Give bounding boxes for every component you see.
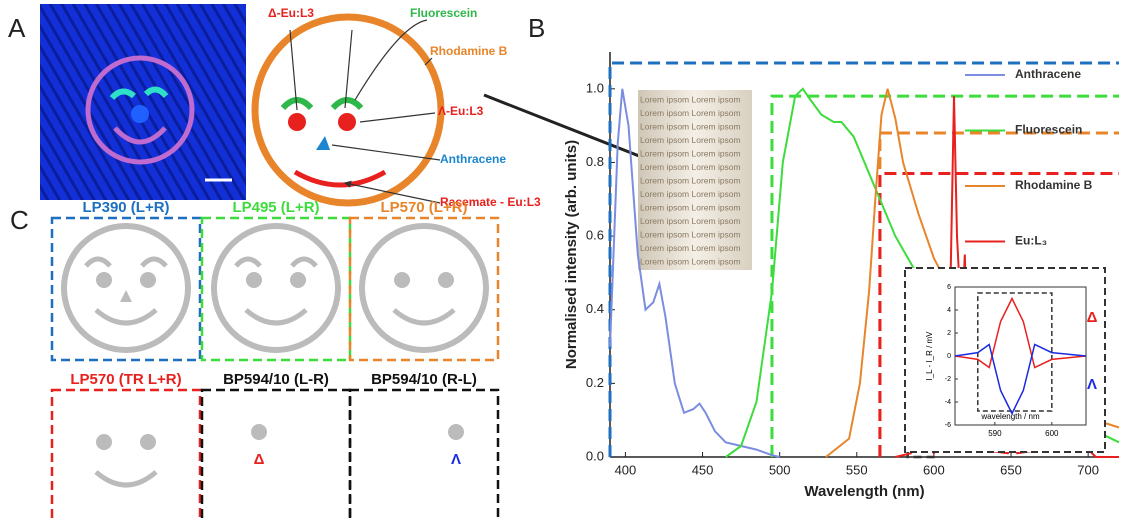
face-outline [61, 223, 191, 353]
inset-frame [904, 267, 1106, 453]
symbol: Λ [1087, 376, 1097, 393]
symbol: Λ [451, 451, 461, 468]
diagram-label: Fluorescein [410, 6, 477, 20]
legend-label: Fluorescein [1015, 123, 1082, 137]
filter-box [200, 388, 352, 521]
inset-y-tick-label: -4 [945, 399, 951, 406]
photo-text: Lorem ipsom Lorem ipsom [640, 256, 741, 266]
box-title: LP495 (L+R) [232, 199, 319, 216]
diagram-label: Rhodamine B [430, 44, 508, 58]
symbol: Δ [1087, 309, 1098, 326]
y-tick-label: 0.6 [586, 228, 604, 243]
face-diagram [251, 13, 445, 207]
face-mouth [94, 308, 158, 326]
legend-label: Eu:L₃ [1015, 234, 1047, 248]
face-eye [246, 272, 262, 288]
face-mouth [244, 308, 308, 326]
x-tick-label: 600 [923, 462, 945, 477]
filter-box [348, 388, 500, 521]
series-line [609, 88, 780, 458]
panel-label: C [10, 205, 29, 235]
inset-y-tick-label: 0 [947, 353, 951, 360]
legend-label: Anthracene [1015, 67, 1081, 81]
face-eye [394, 272, 410, 288]
face-brow [84, 256, 168, 268]
inset-y-tick-label: -6 [945, 422, 951, 429]
photo-text: Lorem ipsom Lorem ipsom [640, 121, 741, 131]
inset-x-tick-label: 590 [988, 429, 1002, 438]
x-tick-label: 400 [615, 462, 637, 477]
x-axis-title: Wavelength (nm) [804, 483, 924, 500]
box-title: LP390 (L+R) [82, 199, 169, 216]
photo-text: Lorem ipsom Lorem ipsom [640, 135, 741, 145]
filter-edge [770, 94, 1119, 457]
face-eye [96, 434, 112, 450]
face-eye [140, 434, 156, 450]
photo-text: Lorem ipsom Lorem ipsom [640, 94, 741, 104]
face-brow [234, 256, 318, 268]
panel-label: B [528, 13, 545, 43]
diagram-label: Δ-Eu:L3 [268, 6, 314, 20]
face-eye [438, 272, 454, 288]
photo-text: Lorem ipsom Lorem ipsom [640, 243, 741, 253]
photo-text: Lorem ipsom Lorem ipsom [640, 216, 741, 226]
face-eye [251, 424, 267, 440]
filter-edge [878, 172, 1119, 457]
inset-y-title: I_L - I_R / mV [925, 331, 934, 381]
box-title: LP570 (L+R) [380, 199, 467, 216]
diagram-label: Racemate - Eu:L3 [440, 195, 541, 209]
y-tick-label: 1.0 [586, 80, 604, 95]
x-tick-label: 500 [769, 462, 791, 477]
symbol: Δ [254, 451, 265, 468]
face-eye [290, 272, 306, 288]
y-tick-label: 0.0 [586, 448, 604, 463]
photo-text: Lorem ipsom Lorem ipsom [640, 148, 741, 158]
face-outline [359, 223, 489, 353]
inset-y-tick-label: 6 [947, 284, 951, 291]
panel-label: A [8, 13, 26, 43]
photo-text: Lorem ipsom Lorem ipsom [640, 189, 741, 199]
face-mouth [94, 470, 158, 488]
photo-text: Lorem ipsom Lorem ipsom [640, 175, 741, 185]
box-title: BP594/10 (R-L) [371, 371, 477, 388]
box-title: BP594/10 (L-R) [223, 371, 329, 388]
filter-box [200, 216, 352, 362]
face-eye [448, 424, 464, 440]
inset-y-tick-label: 2 [947, 330, 951, 337]
diagram-label: Anthracene [440, 152, 506, 166]
face-outline [211, 223, 341, 353]
inset-y-tick-label: -2 [945, 376, 951, 383]
photo [638, 90, 752, 270]
face-eye [140, 272, 156, 288]
photo-text: Lorem ipsom Lorem ipsom [640, 229, 741, 239]
face-nose [120, 290, 132, 302]
y-tick-label: 0.2 [586, 375, 604, 390]
filter-box [50, 388, 202, 521]
photo [40, 4, 246, 200]
filter-box [348, 216, 500, 362]
inset-x-tick-label: 600 [1045, 429, 1059, 438]
photo-text: Lorem ipsom Lorem ipsom [640, 162, 741, 172]
photo-text: Lorem ipsom Lorem ipsom [640, 202, 741, 212]
x-tick-label: 450 [692, 462, 714, 477]
inset-line [954, 343, 1087, 416]
inset-y-tick-label: 4 [947, 307, 951, 314]
legend-label: Rhodamine B [1015, 178, 1093, 192]
inset-line [954, 296, 1087, 369]
x-tick-label: 650 [1000, 462, 1022, 477]
x-tick-label: 550 [846, 462, 868, 477]
face-eye [96, 272, 112, 288]
filter-box [50, 216, 202, 362]
x-tick-label: 700 [1077, 462, 1099, 477]
diagram-label: Λ-Eu:L3 [438, 104, 484, 118]
inset-x-title: wavelength / nm [980, 412, 1040, 421]
y-tick-label: 0.4 [586, 301, 604, 316]
face-mouth [392, 308, 456, 326]
y-axis-title: Normalised intensity (arb. units) [563, 140, 580, 369]
y-tick-label: 0.8 [586, 154, 604, 169]
photo-text: Lorem ipsom Lorem ipsom [640, 108, 741, 118]
box-title: LP570 (TR L+R) [70, 371, 181, 388]
